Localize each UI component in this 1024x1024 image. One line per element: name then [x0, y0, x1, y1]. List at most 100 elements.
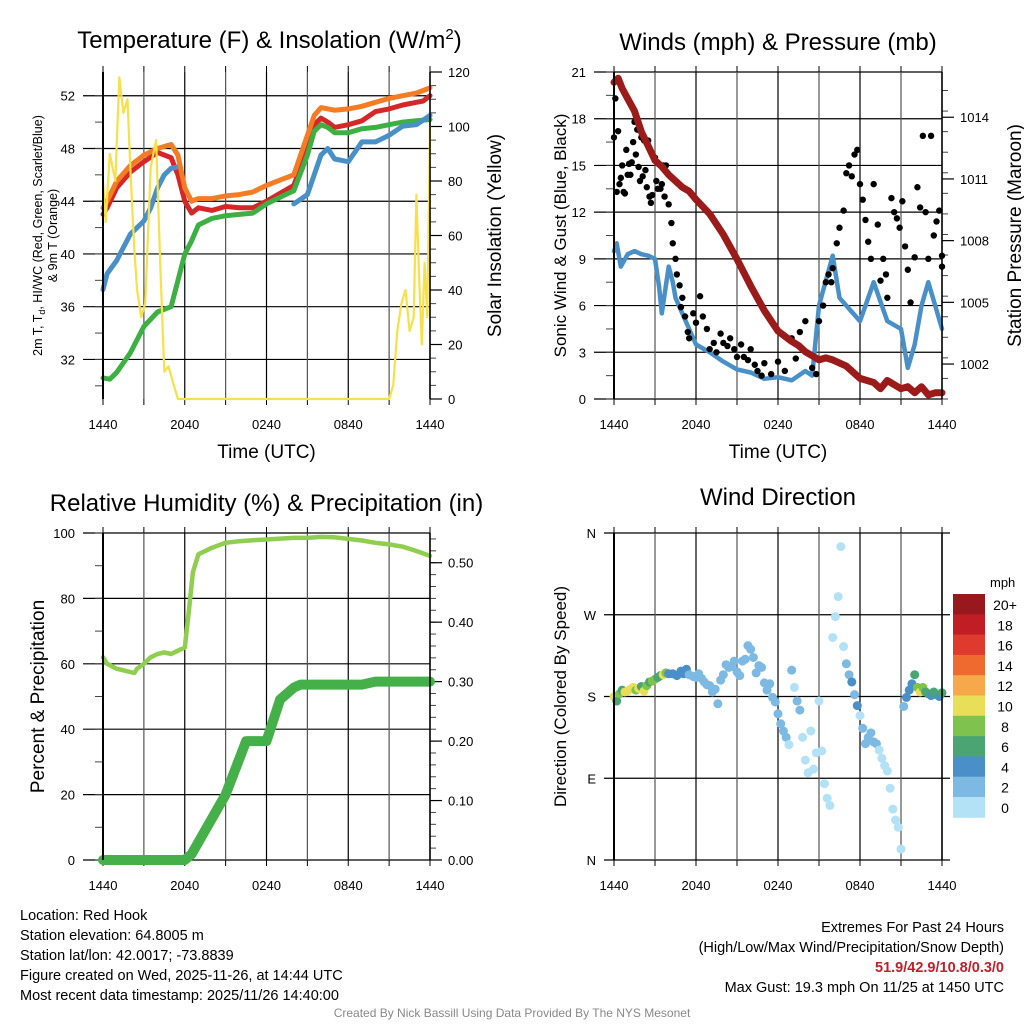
chart-title: Winds (mph) & Pressure (mb) [619, 29, 936, 56]
gust-point [829, 265, 836, 272]
colorbar-swatch [953, 614, 985, 636]
direction-point [866, 728, 876, 738]
gust-point [684, 328, 691, 336]
direction-point [910, 670, 920, 680]
y-tick-label: 0 [68, 853, 75, 868]
gust-point [699, 313, 707, 320]
direction-point [819, 779, 829, 789]
gust-point [747, 345, 754, 353]
gust-point [635, 163, 642, 171]
gust-point [774, 358, 782, 365]
gust-point [927, 132, 935, 140]
gust-point [933, 218, 940, 225]
extremes-values: 51.9/42.9/10.8/0.3/0 [875, 960, 1004, 976]
gust-point [733, 353, 741, 361]
latlon-text: Station lat/lon: 42.0017; -73.8839 [20, 948, 234, 964]
y-tick-label: 80 [61, 591, 75, 606]
gust-point [925, 255, 932, 263]
gust-point [890, 208, 898, 216]
gust-point [628, 159, 635, 166]
y2-tick-label: 0.30 [448, 675, 473, 690]
direction-point [882, 766, 892, 776]
colorbar-swatch [953, 715, 985, 737]
x-tick-label: 2040 [682, 878, 711, 893]
direction-point [795, 705, 805, 715]
colorbar-label: 16 [997, 638, 1013, 654]
x-tick-label: 1440 [928, 417, 957, 432]
gust-point [696, 293, 704, 300]
gust-point [621, 190, 629, 197]
credit-text: Created By Nick Bassill Using Data Provi… [333, 1006, 691, 1020]
gust-point [867, 255, 875, 263]
gust-point [848, 173, 855, 180]
series-precipitation [98, 676, 435, 865]
chart-title: Temperature (F) & Insolation (W/m2) [77, 26, 461, 54]
direction-point [710, 684, 720, 694]
y-tick-label: 21 [572, 65, 586, 80]
colorbar-swatch [953, 797, 985, 818]
direction-point [789, 682, 799, 692]
colorbar-swatch [953, 654, 985, 676]
direction-point [877, 753, 887, 763]
colorbar-swatch [953, 695, 985, 717]
gust-point [865, 238, 872, 245]
direction-point [825, 801, 835, 810]
y2-tick-label: 1008 [960, 234, 989, 249]
x-tick-label: 1440 [416, 878, 445, 893]
gust-point [639, 173, 646, 180]
y-tick-label: 48 [61, 141, 75, 156]
gust-point [888, 194, 895, 202]
chart-title: Wind Direction [700, 484, 856, 511]
gust-point [833, 240, 840, 247]
y2-tick-label: 0.10 [448, 794, 473, 809]
gust-point [815, 317, 823, 325]
y-axis-title-line2: & 9m T (Orange) [46, 189, 60, 282]
colorbar-label: 2 [1001, 780, 1009, 796]
winds-chart: Winds (mph) & Pressure (mb) 1440 2040 0240 0… [551, 29, 1024, 463]
colorbar-label: 4 [1001, 759, 1009, 775]
colorbar-swatch [953, 756, 985, 778]
direction-point [809, 764, 819, 774]
gust-point [761, 359, 768, 367]
gust-point [843, 170, 850, 177]
direction-point [830, 612, 840, 622]
y2-tick-label: 40 [448, 283, 462, 298]
y-tick-label: 52 [61, 89, 75, 104]
y2-tick-label: 0.40 [448, 615, 473, 630]
direction-point [798, 732, 808, 742]
gust-point [854, 146, 861, 154]
x-tick-label: 1440 [89, 878, 118, 893]
gust-point [870, 180, 877, 188]
direction-point [833, 592, 843, 602]
gust-point [737, 341, 745, 348]
humidity-chart: Relative Humidity (%) & Precipitation (i… [28, 490, 483, 893]
direction-point [729, 656, 739, 666]
elevation-text: Station elevation: 64.8005 m [20, 928, 204, 944]
gust-point [726, 335, 734, 342]
gust-point [706, 345, 713, 353]
gust-point [703, 325, 711, 333]
colorbar-swatch [953, 776, 985, 798]
x-axis-title: Time (UTC) [729, 442, 828, 463]
series-td [100, 117, 433, 382]
gust-point [914, 184, 921, 191]
gust-point [751, 361, 758, 368]
direction-point [855, 711, 865, 721]
gust-point [710, 339, 717, 347]
gust-point [859, 196, 866, 203]
gust-point [767, 370, 775, 378]
direction-point [850, 690, 860, 700]
gust-point [884, 294, 891, 301]
x-tick-label: 0840 [846, 878, 875, 893]
direction-point [888, 804, 898, 814]
direction-point [765, 679, 775, 689]
gust-point [685, 335, 693, 342]
gust-point [822, 279, 830, 286]
x-tick-label: 1440 [600, 878, 629, 893]
direction-point [896, 844, 906, 854]
gust-point [692, 319, 700, 326]
gust-point [619, 162, 626, 169]
gust-point [904, 266, 912, 273]
y2-axis-title: Solar Insolation (Yellow) [485, 134, 506, 337]
x-tick-label: 0840 [334, 417, 363, 432]
